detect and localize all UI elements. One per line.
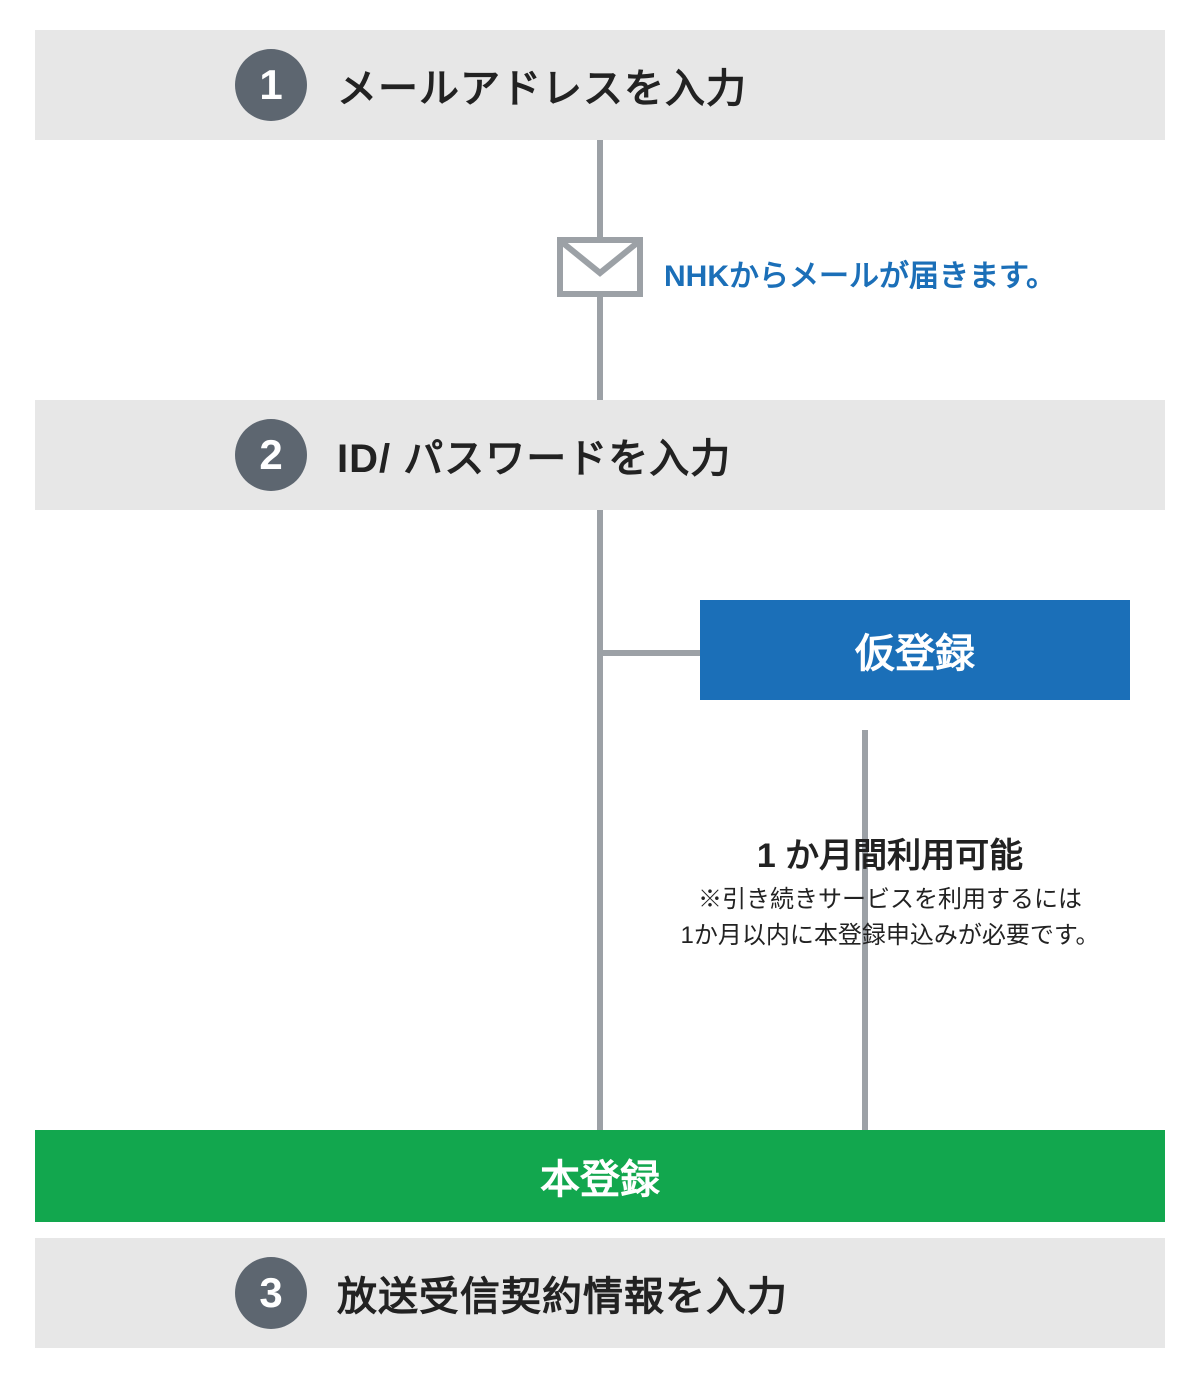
- provisional-note-sub-line2: 1か月以内に本登録申込みが必要です。: [681, 922, 1100, 949]
- step-circle-1: 1: [235, 49, 307, 121]
- step-circle-2: 2: [235, 419, 307, 491]
- step-circle-3: 3: [235, 1257, 307, 1329]
- provisional-note-sub-line1: ※引き続きサービスを利用するには: [698, 886, 1082, 913]
- full-registration-label: 本登録: [540, 1147, 660, 1205]
- step-label-1: メールアドレスを入力: [337, 56, 747, 114]
- provisional-note-main: 1 か月間利用可能: [620, 828, 1160, 877]
- step-bar-2: 2 ID/ パスワードを入力: [35, 400, 1165, 510]
- provisional-registration-label: 仮登録: [855, 621, 975, 679]
- provisional-registration-box: 仮登録: [700, 600, 1130, 700]
- step-number-1: 1: [259, 61, 282, 109]
- mail-arrives-text: NHKからメールが届きます。: [664, 251, 1056, 295]
- step-bar-1: 1 メールアドレスを入力: [35, 30, 1165, 140]
- step-label-3: 放送受信契約情報を入力: [337, 1264, 788, 1322]
- step-number-2: 2: [259, 431, 282, 479]
- full-registration-box: 本登録: [35, 1130, 1165, 1222]
- step-number-3: 3: [259, 1269, 282, 1317]
- connector-v2: [597, 510, 603, 1130]
- step-bar-3: 3 放送受信契約情報を入力: [35, 1238, 1165, 1348]
- provisional-note-sub: ※引き続きサービスを利用するには 1か月以内に本登録申込みが必要です。: [620, 882, 1160, 954]
- step-label-2: ID/ パスワードを入力: [337, 426, 731, 484]
- mail-icon: [557, 237, 643, 297]
